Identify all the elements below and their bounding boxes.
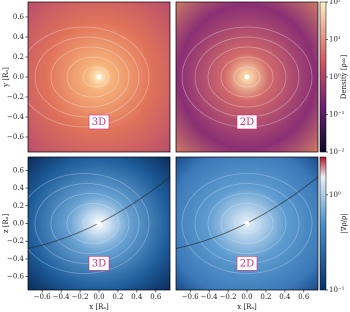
x-tick-label: 0.4 (279, 293, 291, 301)
streamline (66, 56, 120, 98)
y-tick-label: −0.6 (7, 133, 25, 141)
streamline (34, 183, 140, 264)
colorbar-tick-label: 10⁰ (329, 73, 341, 81)
y-tick-label: 0.2 (13, 202, 24, 210)
x-tick-label: 0.6 (150, 293, 162, 301)
colorbar (319, 156, 327, 291)
streamline (82, 66, 110, 88)
annotation: 3D (92, 117, 106, 128)
annotation-box (88, 256, 110, 271)
streamline (82, 213, 110, 234)
accretor (96, 74, 102, 80)
x-tick-label: −0.4 (201, 293, 219, 301)
colorbar-tick-label: 10¹ (329, 36, 341, 44)
y-tick-label: −0.2 (7, 93, 24, 101)
colorbar-tick-label: 10⁻¹ (329, 286, 345, 294)
colorbar-label: |∇ρ/ρ| (340, 213, 348, 233)
frame (175, 1, 319, 153)
colorbar-label: Density [ρ∞] (340, 54, 348, 99)
colorbar-tick-label: 10⁰ (329, 191, 341, 199)
streamline (50, 46, 130, 108)
y-tick-label: 0.0 (13, 220, 24, 228)
accretor (244, 221, 250, 226)
streamline (207, 46, 287, 108)
streamline (181, 173, 313, 274)
accretor (244, 74, 250, 80)
x-tick-label: 0.0 (241, 293, 252, 301)
streamline (50, 193, 130, 254)
y-tick-label: 0.6 (13, 166, 25, 174)
streamline (233, 66, 261, 88)
x-tick-label: −0.2 (220, 293, 237, 301)
colorbar-tick-label: 10² (329, 0, 341, 6)
x-tick-label: −0.2 (72, 293, 89, 301)
x-axis-label: x [Rₐ] (89, 303, 109, 311)
streamline (220, 203, 274, 244)
annotation-box (236, 256, 258, 271)
annotation: 2D (240, 117, 254, 128)
x-tick-label: 0.0 (93, 293, 104, 301)
streamline (34, 36, 140, 118)
x-tick-label: −0.6 (182, 293, 200, 301)
y-tick-label: −0.4 (7, 113, 25, 121)
y-tick-label: 0.4 (13, 184, 25, 192)
y-axis-label: y [Rₐ] (2, 67, 10, 88)
streamline (18, 26, 150, 128)
annotation: 3D (92, 258, 106, 269)
streamline (233, 213, 261, 234)
x-tick-label: −0.6 (34, 293, 52, 301)
y-tick-label: −0.6 (7, 273, 25, 281)
y-tick-label: 0.2 (13, 53, 24, 61)
colorbar-tick-label: 10⁻² (329, 148, 345, 156)
annotation-box (236, 114, 258, 130)
x-tick-label: −0.4 (53, 293, 71, 301)
streamline (66, 203, 120, 244)
colorbar-tick-label: 10⁻¹ (329, 111, 345, 119)
annotation-box (88, 114, 110, 130)
streamline (207, 193, 287, 254)
x-tick-label: 0.4 (131, 293, 143, 301)
x-tick-label: 0.2 (260, 293, 271, 301)
streamline (220, 56, 274, 98)
x-tick-label: 0.6 (298, 293, 310, 301)
streamline (18, 173, 150, 274)
y-tick-label: 0.4 (13, 33, 25, 41)
accretor (96, 221, 102, 226)
y-axis-label: z [Rₐ] (2, 214, 10, 234)
y-tick-label: 0.0 (13, 73, 24, 81)
y-tick-label: 0.6 (13, 13, 25, 21)
x-axis-label: x [Rₐ] (237, 303, 257, 311)
y-tick-label: −0.2 (7, 237, 24, 245)
x-tick-label: 0.2 (112, 293, 123, 301)
y-tick-label: −0.4 (7, 255, 25, 263)
colorbar (319, 1, 327, 153)
annotation: 2D (240, 258, 254, 269)
